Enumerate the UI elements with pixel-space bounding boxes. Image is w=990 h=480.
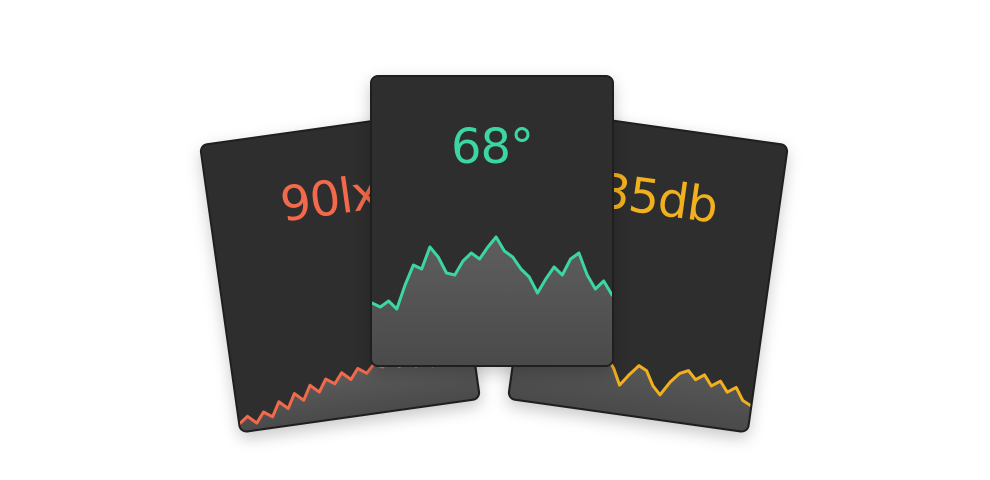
light-area bbox=[240, 358, 479, 432]
temperature-line bbox=[372, 235, 612, 311]
temperature-card[interactable]: 68° bbox=[370, 75, 614, 367]
temperature-area bbox=[372, 237, 612, 365]
temperature-value: 68° bbox=[450, 119, 534, 175]
temperature-sparkline bbox=[372, 235, 612, 365]
